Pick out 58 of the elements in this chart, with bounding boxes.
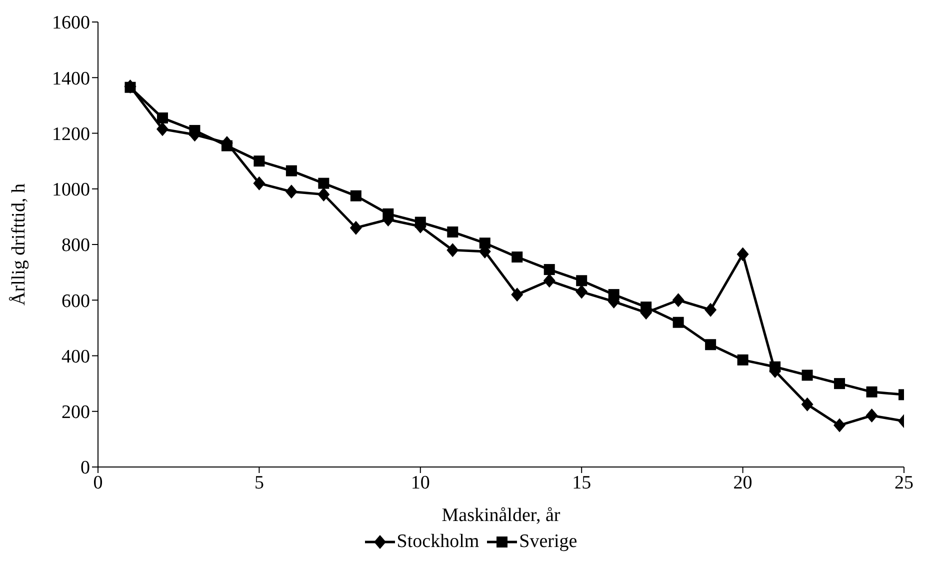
point [866, 386, 878, 398]
point [447, 226, 458, 238]
point [350, 190, 362, 202]
point [446, 243, 459, 258]
point [253, 176, 266, 190]
point [254, 156, 265, 167]
point [286, 165, 297, 176]
x-tick-label: 15 [572, 472, 592, 494]
y-tick-label: 1200 [52, 124, 90, 145]
point [576, 284, 588, 299]
point [382, 208, 394, 220]
y-tick-label: 600 [62, 290, 90, 312]
point [672, 293, 684, 308]
point [221, 140, 232, 152]
point [543, 274, 556, 288]
point [802, 370, 813, 381]
point [640, 302, 652, 313]
point [350, 220, 362, 235]
x-tick-label: 0 [93, 472, 103, 494]
point [479, 238, 490, 249]
point [672, 316, 684, 328]
point [576, 275, 588, 286]
x-tick-label: 20 [733, 472, 752, 494]
point [801, 397, 814, 412]
point [834, 418, 846, 432]
point [124, 82, 136, 93]
x-axis-title: Maskinålder, år [442, 505, 561, 526]
point [189, 124, 200, 136]
y-axis-title: Årllig drifttid, h [8, 183, 30, 306]
y-tick-label: 1000 [52, 180, 90, 201]
y-tick-label: 400 [62, 346, 90, 368]
point [318, 187, 330, 202]
point [770, 361, 781, 372]
point [736, 247, 749, 262]
point [704, 302, 717, 317]
point [705, 339, 716, 350]
point [544, 264, 555, 276]
point [511, 288, 524, 302]
point [156, 112, 168, 124]
point [866, 408, 878, 423]
point [512, 252, 523, 263]
point [608, 289, 620, 300]
point [156, 122, 168, 136]
y-tick-label: 0 [80, 458, 90, 479]
y-tick-label: 200 [62, 402, 90, 424]
y-tick-label: 1600 [52, 12, 90, 34]
point [834, 378, 846, 390]
x-tick-label: 25 [894, 472, 914, 494]
x-tick-label: 10 [410, 472, 430, 494]
point [737, 354, 748, 366]
point [285, 184, 298, 199]
x-tick-label: 5 [254, 472, 264, 494]
y-tick-label: 800 [62, 235, 90, 256]
legend-label: Stockholm [396, 531, 480, 553]
legend-label: Sverige [519, 531, 578, 553]
point [414, 216, 426, 228]
y-tick-label: 1400 [52, 68, 90, 90]
point [318, 178, 330, 189]
